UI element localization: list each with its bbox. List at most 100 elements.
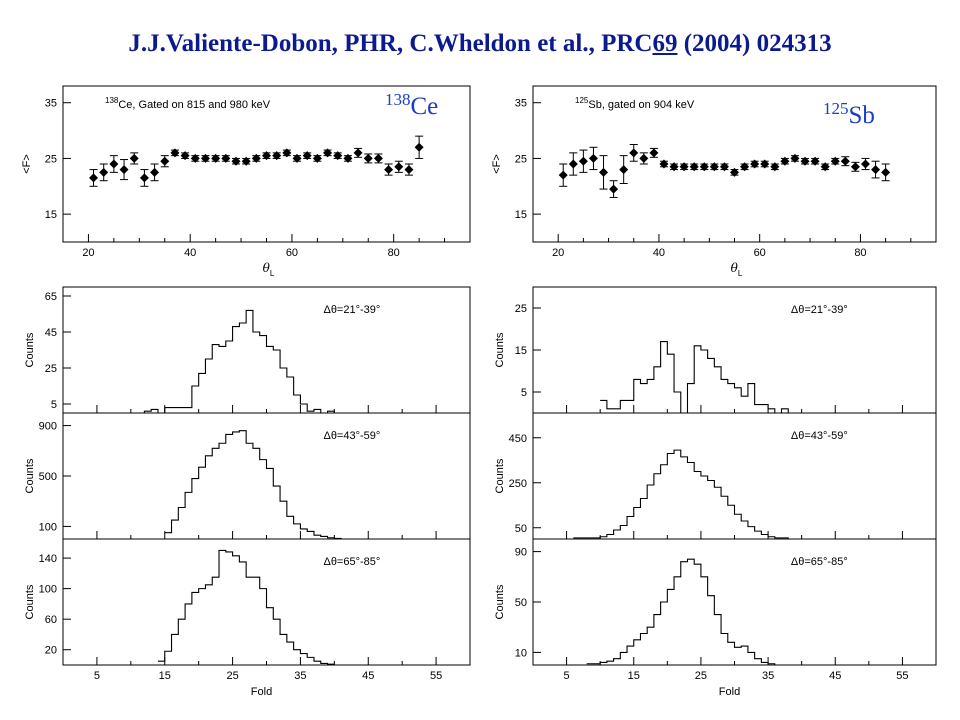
ce-mean-data-point [363, 153, 373, 163]
sb-mean-data-point [820, 162, 830, 172]
ce-mean-data-point [302, 151, 312, 161]
sb-mean-data-point [740, 162, 750, 172]
sb-mean-data-point [719, 162, 729, 172]
ce-mean-title: 138Ce, Gated on 815 and 980 keV [105, 96, 271, 111]
ce-mean-ytick-label: 35 [45, 98, 57, 110]
sb-mean-data-point [830, 156, 840, 166]
ce-mean-data-point [404, 165, 414, 175]
sb-mean-xtick-label: 20 [552, 247, 564, 259]
ce-mean-data-point [221, 153, 231, 163]
sb-mean-data-point [599, 167, 609, 177]
sb-f1-ylabel: Counts [494, 332, 506, 367]
sb-fold-43-59-plot: 50 250 450 Δθ=43°-59° Counts [494, 412, 937, 540]
ce-mean-data-point [262, 151, 271, 161]
sb-f2-ytick-label: 450 [509, 433, 527, 445]
sb-f2-annotation: Δθ=43°-59° [791, 430, 848, 442]
sb-f2-ytick-label: 250 [509, 478, 527, 490]
sb-mean-data-point [699, 162, 709, 172]
sb-mean-data-point [860, 159, 870, 169]
ce-mean-data-point [343, 153, 353, 163]
ce-f1-ytick-label: 25 [45, 363, 57, 375]
sb-f1-ytick-label: 25 [515, 303, 527, 315]
ce-mean-data-point [180, 151, 190, 161]
sb-mean-data-point [840, 156, 850, 166]
title-reference: (2004) 024313 [677, 30, 832, 57]
sb-f2-frame [532, 412, 937, 540]
sb-mean-data-point [568, 159, 578, 169]
sb-f3-xtick-label: 25 [695, 670, 707, 682]
ce-f1-annotation: Δθ=21°-39° [323, 304, 380, 316]
sb-mean-data-point [760, 159, 770, 169]
sb-f2-histogram-line [573, 449, 795, 540]
nucleus-labels: 138Ce 125Sb [385, 90, 875, 129]
sb-mean-data-point [679, 162, 689, 172]
sb-mean-data-point [750, 159, 760, 169]
ce-fold-21-39-plot: 5 25 45 65 Δθ=21°-39° Counts [24, 286, 471, 414]
ce-f3-ytick-label: 140 [39, 553, 57, 565]
ce-mean-data-point [99, 167, 109, 177]
sb-mean-data-point [810, 156, 820, 166]
ce-f3-ytick-label: 60 [45, 614, 57, 626]
ce-mean-data-point [384, 165, 394, 175]
ce-mean-data-point [211, 153, 221, 163]
ce-mean-data-point [109, 159, 119, 169]
ce-mean-xtick-label: 60 [286, 247, 298, 259]
sb-f3-ytick-label: 50 [515, 597, 527, 609]
ce-fold-65-85-plot: 5 15 25 35 45 55 20 60 100 140 Δθ=65°-85° Counts Fol… [24, 538, 471, 698]
ce-f3-ytick-label: 100 [39, 584, 57, 596]
ce-f3-histogram-line [157, 549, 362, 666]
sb-mean-xtick-label: 80 [854, 247, 866, 259]
sb-mean-data-point [881, 167, 891, 177]
ce-mean-ytick-label: 15 [45, 209, 57, 221]
sb-mean-xtick-label: 40 [653, 247, 665, 259]
ce-mean-xtick-label: 40 [184, 247, 196, 259]
sb-f3-xtick-label: 55 [896, 670, 908, 682]
ce-f3-xtick-label: 55 [430, 670, 442, 682]
ce-f3-xtick-label: 15 [159, 670, 171, 682]
sb-f2-ytick-label: 50 [515, 523, 527, 535]
sb-f3-histogram-line [586, 558, 789, 666]
sb-f1-ytick-label: 5 [521, 387, 527, 399]
sb-mean-data-point [669, 162, 679, 172]
sb-f3-xtick-label: 45 [829, 670, 841, 682]
ce-f1-ytick-label: 65 [45, 291, 57, 303]
sb-mean-ytick-label: 25 [515, 153, 527, 165]
sb-mean-data-point [558, 170, 568, 180]
sb-mean-data-point [709, 162, 719, 172]
ce-mean-data-point [231, 156, 241, 166]
ce-mean-data-point [394, 162, 404, 172]
ce-mean-data-point [251, 153, 261, 163]
ce-mean-data-point [170, 148, 180, 158]
ce-mean-data-point [272, 151, 282, 161]
ce-mean-data-point [292, 153, 302, 163]
sb-mean-data-point [659, 159, 669, 169]
sb-mean-data-point [730, 167, 739, 177]
ce-mean-data-point [241, 156, 251, 166]
ce-mean-fold-plot: 20 40 60 80 15 25 35 138Ce, Gated on 815 and 98… [21, 85, 471, 278]
ce-mean-data-point [353, 148, 363, 158]
sb-mean-data-point [629, 148, 639, 158]
sb-f3-xlabel: Fold [719, 686, 740, 698]
ce-mean-data-point [333, 151, 343, 161]
ce-mean-data-point [119, 165, 129, 175]
ce-mean-xtick-label: 20 [82, 247, 94, 259]
sb-mean-data-point [770, 162, 780, 172]
ce-f1-frame [62, 286, 471, 414]
sb-mean-xtick-label: 60 [754, 247, 766, 259]
ce-f3-xtick-label: 35 [294, 670, 306, 682]
ce-f3-xtick-label: 5 [94, 670, 100, 682]
sb-mean-data-point [609, 184, 619, 194]
sb-f1-annotation: Δθ=21°-39° [791, 304, 848, 316]
sb-f1-ytick-label: 15 [515, 345, 527, 357]
ce-f1-histogram-line [130, 309, 362, 414]
ce-mean-ytick-label: 25 [45, 153, 57, 165]
ce-f3-ylabel: Counts [24, 584, 36, 619]
ce-f2-histogram-line [164, 430, 369, 540]
sb-f1-frame [532, 286, 937, 414]
sb-f2-ylabel: Counts [494, 458, 506, 493]
ce-mean-data-point [139, 173, 149, 183]
ce-mean-data-point [312, 153, 322, 163]
sb-mean-data-point [780, 156, 790, 166]
sb-mean-data-point [619, 165, 629, 175]
